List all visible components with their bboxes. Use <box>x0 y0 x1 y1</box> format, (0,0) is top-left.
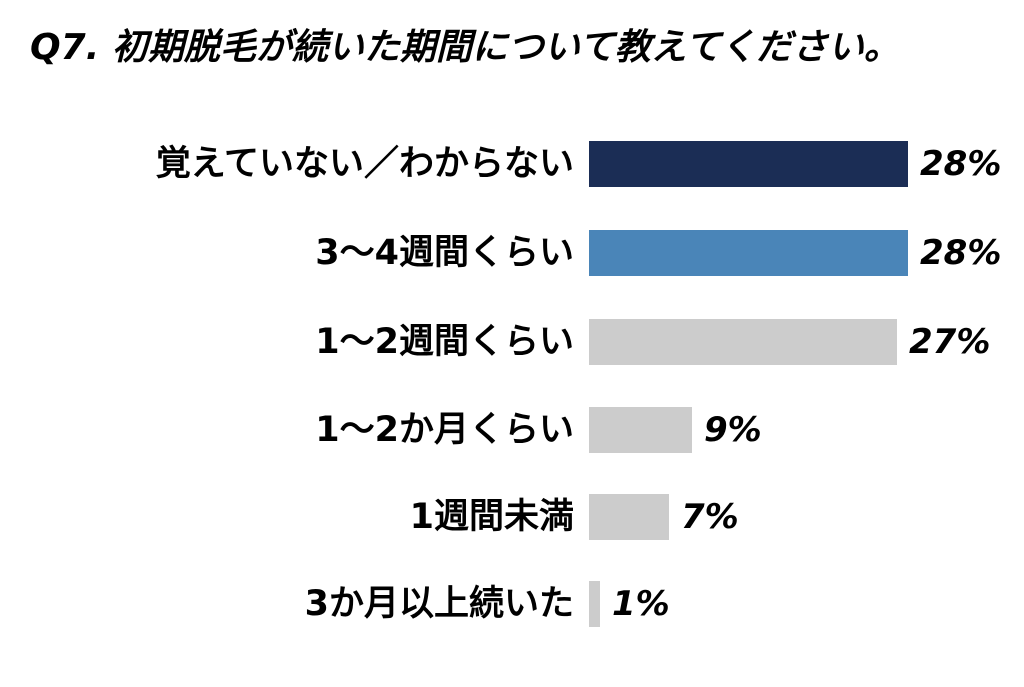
bar-row: 1〜2か月くらい 9% <box>0 407 1024 453</box>
value-label: 7% <box>681 497 739 537</box>
bar-row: 3か月以上続いた 1% <box>0 581 1024 627</box>
category-label: 3か月以上続いた <box>304 584 574 624</box>
bar <box>589 407 692 453</box>
bar <box>589 141 908 187</box>
value-label: 27% <box>909 322 991 362</box>
value-label: 1% <box>612 584 670 624</box>
category-label: 1週間未満 <box>409 497 574 537</box>
bar-row: 1週間未満 7% <box>0 494 1024 540</box>
bar <box>589 319 897 365</box>
category-label: 3〜4週間くらい <box>315 233 574 273</box>
category-label: 1〜2か月くらい <box>315 410 574 450</box>
value-label: 28% <box>920 144 1002 184</box>
category-label: 覚えていない／わからない <box>155 144 574 184</box>
chart-title: Q7. 初期脱毛が続いた期間について教えてください。 <box>30 27 900 68</box>
category-label: 1〜2週間くらい <box>315 322 574 362</box>
bar <box>589 230 908 276</box>
value-label: 9% <box>704 410 762 450</box>
bar-row: 1〜2週間くらい 27% <box>0 319 1024 365</box>
bar-row: 覚えていない／わからない 28% <box>0 141 1024 187</box>
bar <box>589 581 600 627</box>
bar-row: 3〜4週間くらい 28% <box>0 230 1024 276</box>
bar <box>589 494 669 540</box>
value-label: 28% <box>920 233 1002 273</box>
